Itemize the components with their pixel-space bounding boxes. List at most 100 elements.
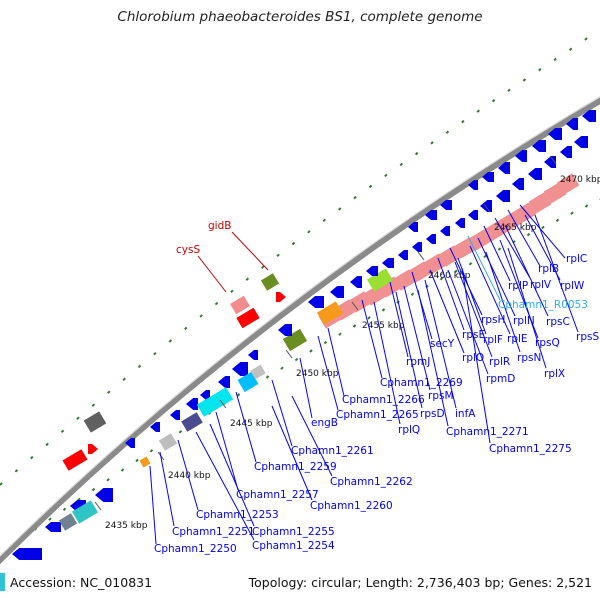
gene-label[interactable]: rpsS <box>576 331 599 343</box>
cds-arrow[interactable] <box>45 522 61 532</box>
feature-orange[interactable] <box>316 301 344 325</box>
gene-label[interactable]: Cphamn1_2271 <box>446 426 529 438</box>
gene-label[interactable]: rplR <box>489 356 510 368</box>
rna-arrow[interactable] <box>88 444 98 454</box>
cds-arrow[interactable] <box>412 242 422 252</box>
cds-arrow[interactable] <box>496 190 510 202</box>
cds-arrow[interactable] <box>308 296 324 308</box>
gene-label[interactable]: rplQ <box>398 424 420 436</box>
gc-skew-segment[interactable] <box>363 284 387 306</box>
cds-arrow[interactable] <box>498 162 510 174</box>
cds-arrow[interactable] <box>440 200 452 210</box>
cds-arrow[interactable] <box>232 362 248 376</box>
feature-olive[interactable] <box>282 328 308 352</box>
cds-arrow[interactable] <box>566 118 578 130</box>
gene-label[interactable]: Cphamn1_2257 <box>236 489 319 501</box>
gc-skew-segment[interactable] <box>556 173 580 195</box>
gene-label[interactable]: rplN <box>513 315 535 327</box>
gene-label[interactable]: Cphamn1_2262 <box>330 476 413 488</box>
gene-label[interactable]: rpsE <box>462 329 485 341</box>
gc-skew-segment[interactable] <box>498 211 522 233</box>
gene-label[interactable]: rplB <box>538 263 559 275</box>
gene-label[interactable]: Cphamn1_2254 <box>252 540 335 552</box>
feature-darkgray[interactable] <box>83 411 107 433</box>
feature-indigo[interactable] <box>181 412 203 432</box>
rna-red[interactable] <box>236 307 260 329</box>
gc-skew-segment[interactable] <box>393 269 417 291</box>
feature-orange-small[interactable] <box>139 456 151 468</box>
gene-label[interactable]: Cphamn1_2260 <box>310 500 393 512</box>
cds-arrow[interactable] <box>125 438 135 448</box>
feature-track[interactable] <box>12 110 596 560</box>
gene-label[interactable]: gidB <box>208 220 231 232</box>
feature-teal[interactable] <box>71 500 99 524</box>
gene-label[interactable]: rpmJ <box>406 356 430 368</box>
cds-arrow[interactable] <box>455 218 465 228</box>
gene-label[interactable]: rpsQ <box>535 337 560 349</box>
gene-label[interactable]: secY <box>430 338 455 350</box>
gc-skew-segment[interactable] <box>423 253 447 275</box>
gc-skew-segment[interactable] <box>513 202 537 224</box>
rna-red-left[interactable] <box>62 449 88 471</box>
rna-pink[interactable] <box>230 295 250 315</box>
cds-arrow[interactable] <box>330 286 344 298</box>
cds-arrow[interactable] <box>248 350 258 360</box>
gene-label[interactable]: Cphamn1_2266 <box>342 394 425 406</box>
feature-cyan[interactable] <box>196 387 234 417</box>
gene-label[interactable]: rplF <box>483 334 503 346</box>
cds-arrow[interactable] <box>12 548 42 560</box>
gene-label[interactable]: Cphamn1_2250 <box>154 543 237 555</box>
cds-arrow[interactable] <box>170 410 180 420</box>
gene-label[interactable]: rplC <box>566 253 587 265</box>
gene-label[interactable]: rplV <box>530 279 552 291</box>
cds-arrow[interactable] <box>544 156 556 168</box>
gc-skew-segment[interactable] <box>468 229 492 251</box>
gene-label[interactable]: rpsD <box>420 408 445 420</box>
cds-arrow[interactable] <box>350 276 362 288</box>
gc-skew-segment[interactable] <box>408 261 432 283</box>
gene-label[interactable]: engB <box>311 417 338 429</box>
cds-arrow[interactable] <box>95 488 113 502</box>
cds-arrow[interactable] <box>408 222 418 232</box>
cds-arrow[interactable] <box>440 226 450 236</box>
gc-skew-segment[interactable] <box>438 245 462 267</box>
gene-label[interactable]: rpsM <box>428 390 454 402</box>
feature-skyblue[interactable] <box>237 371 259 393</box>
cds-arrow[interactable] <box>548 128 562 140</box>
gene-label[interactable]: rpmD <box>486 373 515 385</box>
gene-label[interactable]: Cphamn1_2253 <box>196 509 279 521</box>
gc-skew-segment[interactable] <box>453 237 477 259</box>
gene-label[interactable]: Cphamn1_2269 <box>380 377 463 389</box>
feature-slate[interactable] <box>58 513 78 531</box>
gene-label[interactable]: rplE <box>507 333 528 345</box>
gene-label[interactable]: Cphamn1_2259 <box>254 461 337 473</box>
gene-label[interactable]: rplP <box>508 280 528 292</box>
feature-olive-small[interactable] <box>260 273 280 291</box>
gene-label[interactable]: rpsH <box>481 314 505 326</box>
cds-arrow[interactable] <box>366 266 378 276</box>
gene-label[interactable]: rplX <box>544 368 565 380</box>
cds-arrow[interactable] <box>515 150 527 162</box>
cds-arrow[interactable] <box>574 136 588 148</box>
cds-arrow[interactable] <box>482 172 494 182</box>
gene-label[interactable]: cysS <box>176 244 200 256</box>
gc-skew-segment[interactable] <box>528 192 552 214</box>
cds-arrow[interactable] <box>218 376 230 388</box>
cds-arrow[interactable] <box>560 146 572 158</box>
feature-lightgray[interactable] <box>158 433 178 451</box>
cds-arrow[interactable] <box>468 180 478 190</box>
cds-arrow[interactable] <box>382 258 394 268</box>
gc-highlight-green[interactable] <box>366 268 394 292</box>
cds-arrow[interactable] <box>468 210 478 220</box>
cds-arrow[interactable] <box>426 234 436 244</box>
cds-arrow[interactable] <box>582 110 596 122</box>
cds-arrow[interactable] <box>512 178 524 190</box>
gene-label[interactable]: Cphamn1_2251 <box>172 526 255 538</box>
cds-arrow[interactable] <box>200 390 210 400</box>
cds-arrow[interactable] <box>186 398 198 410</box>
gene-label[interactable]: rplO <box>462 352 484 364</box>
rna-arrow-upper[interactable] <box>276 292 286 302</box>
gene-label[interactable]: rpsC <box>546 316 570 328</box>
gene-label[interactable]: rplW <box>560 280 585 292</box>
